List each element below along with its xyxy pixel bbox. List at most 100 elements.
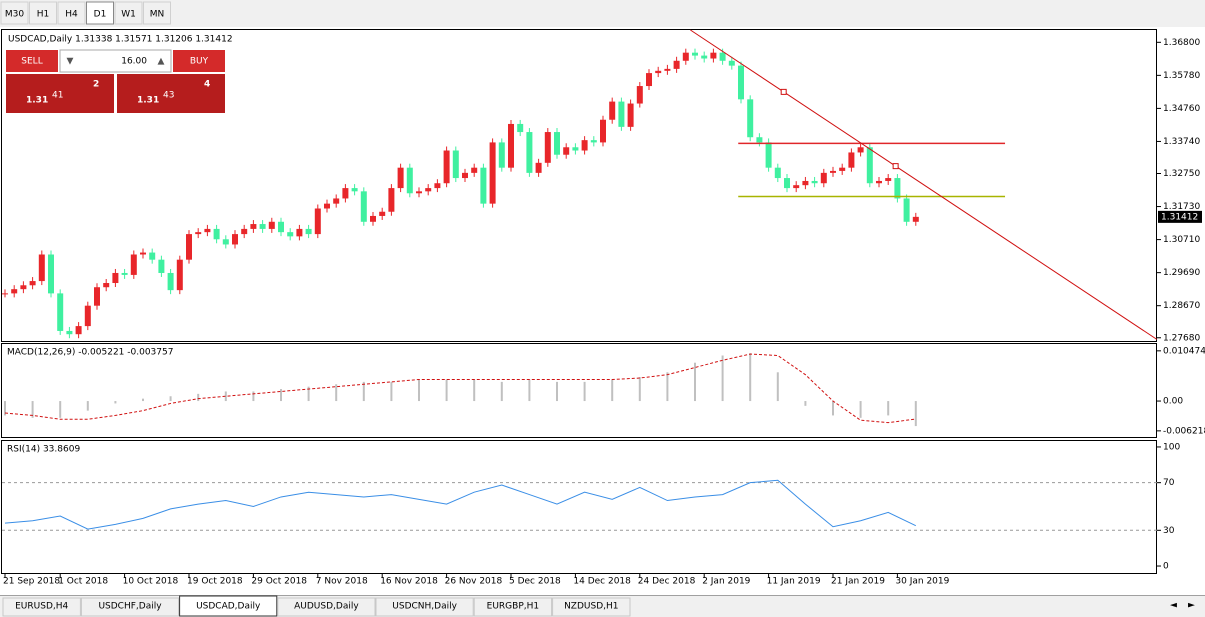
symbol-tab[interactable]: [277, 597, 376, 617]
candle: [296, 228, 303, 237]
candle: [462, 172, 468, 179]
date-label: 11 Jan 2019: [767, 577, 821, 587]
symbol-tab[interactable]: [179, 595, 278, 617]
candle: [894, 178, 901, 199]
candle: [535, 162, 542, 173]
scroll-left[interactable]: ◄: [1170, 601, 1177, 611]
candle: [848, 152, 855, 168]
tab-label[interactable]: EURGBP,H1: [487, 602, 539, 612]
lot-spinner[interactable]: [59, 49, 172, 73]
candle: [498, 142, 505, 168]
ask-small[interactable]: 4: [204, 80, 210, 90]
price-tick-label: 1.36800: [1163, 38, 1200, 48]
buy-label[interactable]: BUY: [190, 57, 209, 67]
candle: [885, 178, 892, 181]
candle: [876, 180, 882, 184]
sell-button[interactable]: [6, 50, 58, 72]
candle: [738, 65, 744, 100]
scroll-right[interactable]: ►: [1188, 601, 1195, 611]
candle: [75, 326, 82, 335]
bid-box[interactable]: [6, 74, 114, 113]
candle: [719, 52, 726, 61]
tab-label[interactable]: USDCNH,Daily: [392, 602, 457, 612]
tab-label[interactable]: USDCHF,Daily: [98, 602, 162, 612]
candle: [112, 272, 119, 284]
spin-down[interactable]: ▼: [67, 57, 74, 67]
candle: [912, 216, 919, 222]
bid-big[interactable]: 41: [52, 91, 63, 101]
candle: [241, 228, 248, 235]
rsi-line: [4, 479, 917, 530]
candle: [186, 234, 192, 260]
candle: [572, 147, 579, 151]
date-label: 14 Dec 2018: [573, 577, 631, 587]
timeframe-button[interactable]: [86, 1, 114, 25]
timeframe-label[interactable]: H1: [37, 10, 50, 20]
candle: [489, 142, 496, 204]
candle: [342, 188, 349, 199]
candle: [710, 52, 717, 59]
candle: [287, 232, 294, 237]
date-label: 26 Nov 2018: [445, 577, 503, 587]
candle: [517, 123, 524, 133]
candle: [379, 211, 386, 216]
timeframe-button[interactable]: [57, 1, 86, 25]
trend-anchor: [892, 163, 899, 170]
candle: [11, 289, 18, 294]
candle: [149, 252, 156, 260]
symbol-tab[interactable]: [552, 597, 631, 617]
ask-big[interactable]: 43: [163, 91, 174, 101]
candle: [452, 150, 459, 179]
candle: [250, 224, 257, 229]
candle: [581, 140, 588, 151]
candle: [747, 99, 754, 138]
spin-up[interactable]: ▲: [158, 57, 165, 67]
timeframe-label[interactable]: D1: [94, 10, 107, 20]
bid-prefix[interactable]: 1.31: [26, 96, 48, 106]
main-panel: [1, 29, 1157, 342]
date-label: 19 Oct 2018: [187, 577, 243, 587]
macd-signal: [4, 353, 916, 424]
candle: [434, 183, 441, 189]
symbol-tab[interactable]: [2, 597, 81, 617]
symbol-tab[interactable]: [473, 597, 553, 617]
timeframe-button[interactable]: [29, 1, 57, 25]
timeframe-label[interactable]: MN: [150, 10, 165, 20]
ask-box[interactable]: [117, 74, 225, 113]
timeframe-button[interactable]: [143, 1, 171, 25]
date-label: 21 Jan 2019: [831, 577, 885, 587]
candle: [140, 252, 146, 255]
buy-button[interactable]: [173, 50, 225, 72]
candle: [94, 287, 100, 306]
timeframe-label[interactable]: M30: [5, 10, 24, 20]
candle: [526, 132, 533, 173]
date-label: 2 Jan 2019: [702, 577, 750, 587]
timeframe-label[interactable]: W1: [121, 10, 136, 20]
chart-title: USDCAD,Daily 1.31338 1.31571 1.31206 1.3…: [8, 35, 233, 45]
date-label: 24 Dec 2018: [638, 577, 696, 587]
candle: [728, 60, 735, 66]
tab-label[interactable]: USDCAD,Daily: [196, 602, 261, 612]
timeframe-button[interactable]: [0, 1, 29, 25]
candle: [213, 228, 220, 240]
candle: [57, 293, 64, 331]
candle: [278, 221, 284, 233]
tab-label[interactable]: EURUSD,H4: [15, 602, 68, 612]
bid-small[interactable]: 2: [93, 80, 99, 90]
candle: [121, 272, 128, 275]
symbol-tab[interactable]: [80, 597, 180, 617]
tab-label[interactable]: NZDUSD,H1: [564, 602, 618, 612]
symbol-tab[interactable]: [375, 597, 474, 617]
ask-prefix[interactable]: 1.31: [137, 96, 159, 106]
timeframe-button[interactable]: [114, 1, 143, 25]
price-tick-label: 1.28670: [1163, 301, 1200, 311]
candle: [443, 150, 450, 184]
candle: [756, 137, 763, 143]
tab-label[interactable]: AUDUSD,Daily: [294, 602, 359, 612]
lots[interactable]: 16.00: [121, 57, 147, 67]
sell-label[interactable]: SELL: [21, 57, 42, 67]
candle: [268, 221, 275, 229]
rsi-panel: [1, 440, 1157, 574]
timeframe-label[interactable]: H4: [65, 10, 78, 20]
price-tick-label: 1.34760: [1163, 104, 1200, 114]
